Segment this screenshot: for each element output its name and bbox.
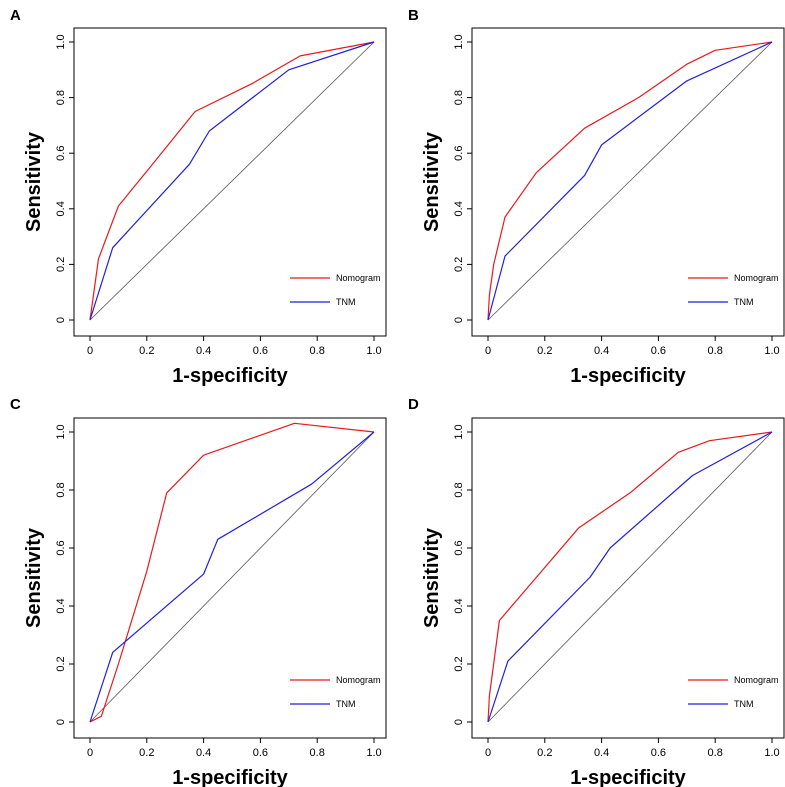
y-tick-label: 0.4 bbox=[55, 201, 67, 216]
x-tick-label: 0.4 bbox=[594, 345, 609, 357]
x-tick-label: 0.6 bbox=[253, 747, 268, 759]
y-tick-label: 0.2 bbox=[453, 656, 465, 671]
reference-diagonal bbox=[487, 431, 773, 723]
y-tick-label: 0 bbox=[453, 317, 465, 323]
x-tick-label: 1.0 bbox=[366, 345, 381, 357]
x-tick-label: 0 bbox=[485, 747, 491, 759]
y-tick-label: 0 bbox=[55, 719, 67, 725]
y-axis-title: Sensitivity bbox=[23, 527, 45, 628]
legend-label: TNM bbox=[734, 297, 754, 307]
x-tick-label: 0.2 bbox=[537, 345, 552, 357]
panel-d: D 0 0.2 0.4 0.6 0.8 1.0 0 0.2 0.4 0.6 0.8 1.0 1-speci… bbox=[408, 396, 785, 787]
plot-frame bbox=[73, 417, 387, 739]
x-tick-label: 0.4 bbox=[196, 747, 211, 759]
y-tick-label: 0.8 bbox=[55, 482, 67, 497]
x-axis-title: 1-specificity bbox=[172, 767, 288, 787]
legend-label: Nomogram bbox=[336, 675, 381, 685]
x-tick-label: 0.2 bbox=[139, 345, 154, 357]
y-tick-label: 0 bbox=[453, 719, 465, 725]
y-tick-label: 0.6 bbox=[55, 146, 67, 161]
x-axis-title: 1-specificity bbox=[570, 365, 686, 387]
series-line-nomogram bbox=[487, 431, 773, 723]
legend-label: Nomogram bbox=[734, 273, 779, 283]
x-tick-label: 0 bbox=[87, 345, 93, 357]
y-tick-label: 0.6 bbox=[55, 540, 67, 555]
x-tick-label: 0.2 bbox=[139, 747, 154, 759]
y-tick-label: 1.0 bbox=[453, 34, 465, 49]
x-tick-label: 0.6 bbox=[253, 345, 268, 357]
x-tick-label: 0.6 bbox=[651, 345, 666, 357]
legend-label: TNM bbox=[336, 297, 356, 307]
reference-diagonal bbox=[89, 41, 375, 321]
legend-label: Nomogram bbox=[336, 273, 381, 283]
panel-letter: B bbox=[408, 7, 419, 24]
x-axis-title: 1-specificity bbox=[172, 365, 288, 387]
panel-a: A 0 0.2 0.4 0.6 0.8 1.0 0 0.2 0.4 0.6 0.8 1.0 1-speci… bbox=[10, 7, 387, 387]
legend-label: TNM bbox=[734, 699, 754, 709]
y-tick-label: 0.6 bbox=[453, 540, 465, 555]
x-tick-label: 0 bbox=[87, 747, 93, 759]
x-tick-label: 0.8 bbox=[708, 747, 723, 759]
reference-diagonal bbox=[487, 41, 773, 321]
x-tick-label: 0.6 bbox=[651, 747, 666, 759]
y-axis-title: Sensitivity bbox=[421, 527, 443, 628]
y-tick-label: 0 bbox=[55, 317, 67, 323]
y-tick-label: 1.0 bbox=[55, 424, 67, 439]
y-axis-title: Sensitivity bbox=[421, 131, 443, 232]
panel-letter: A bbox=[10, 7, 21, 24]
y-tick-label: 0.6 bbox=[453, 146, 465, 161]
panel-letter: C bbox=[10, 396, 21, 413]
series-line-tnm bbox=[89, 41, 375, 321]
x-tick-label: 0.2 bbox=[537, 747, 552, 759]
y-tick-label: 0.2 bbox=[55, 257, 67, 272]
y-tick-label: 0.8 bbox=[453, 482, 465, 497]
series-line-tnm bbox=[487, 431, 773, 723]
y-tick-label: 0.4 bbox=[453, 598, 465, 613]
legend-label: Nomogram bbox=[734, 675, 779, 685]
y-tick-label: 1.0 bbox=[453, 424, 465, 439]
x-tick-label: 0 bbox=[485, 345, 491, 357]
y-tick-label: 0.2 bbox=[55, 656, 67, 671]
x-tick-label: 0.8 bbox=[708, 345, 723, 357]
x-tick-label: 0.8 bbox=[310, 345, 325, 357]
plot-frame bbox=[73, 27, 387, 337]
x-axis-title: 1-specificity bbox=[570, 767, 686, 787]
x-tick-label: 0.4 bbox=[196, 345, 211, 357]
series-line-nomogram bbox=[89, 422, 375, 723]
x-tick-label: 1.0 bbox=[366, 747, 381, 759]
panel-letter: D bbox=[408, 396, 419, 413]
x-tick-label: 1.0 bbox=[764, 345, 779, 357]
y-tick-label: 1.0 bbox=[55, 34, 67, 49]
series-line-nomogram bbox=[487, 41, 773, 321]
y-tick-label: 0.4 bbox=[453, 201, 465, 216]
reference-diagonal bbox=[89, 431, 375, 723]
legend-label: TNM bbox=[336, 699, 356, 709]
panel-b: B 0 0.2 0.4 0.6 0.8 1.0 0 0.2 0.4 0.6 0.8 1.0 1-speci… bbox=[408, 7, 785, 387]
plot-frame bbox=[471, 417, 785, 739]
series-line-tnm bbox=[89, 431, 375, 723]
y-tick-label: 0.8 bbox=[55, 90, 67, 105]
plot-frame bbox=[471, 27, 785, 337]
series-line-nomogram bbox=[89, 41, 375, 321]
x-tick-label: 0.8 bbox=[310, 747, 325, 759]
y-tick-label: 0.2 bbox=[453, 257, 465, 272]
x-tick-label: 1.0 bbox=[764, 747, 779, 759]
x-tick-label: 0.4 bbox=[594, 747, 609, 759]
panel-c: C 0 0.2 0.4 0.6 0.8 1.0 0 0.2 0.4 0.6 0.8 1.0 1-speci… bbox=[10, 396, 387, 787]
series-line-tnm bbox=[487, 41, 773, 321]
y-axis-title: Sensitivity bbox=[23, 131, 45, 232]
y-tick-label: 0.8 bbox=[453, 90, 465, 105]
y-tick-label: 0.4 bbox=[55, 598, 67, 613]
